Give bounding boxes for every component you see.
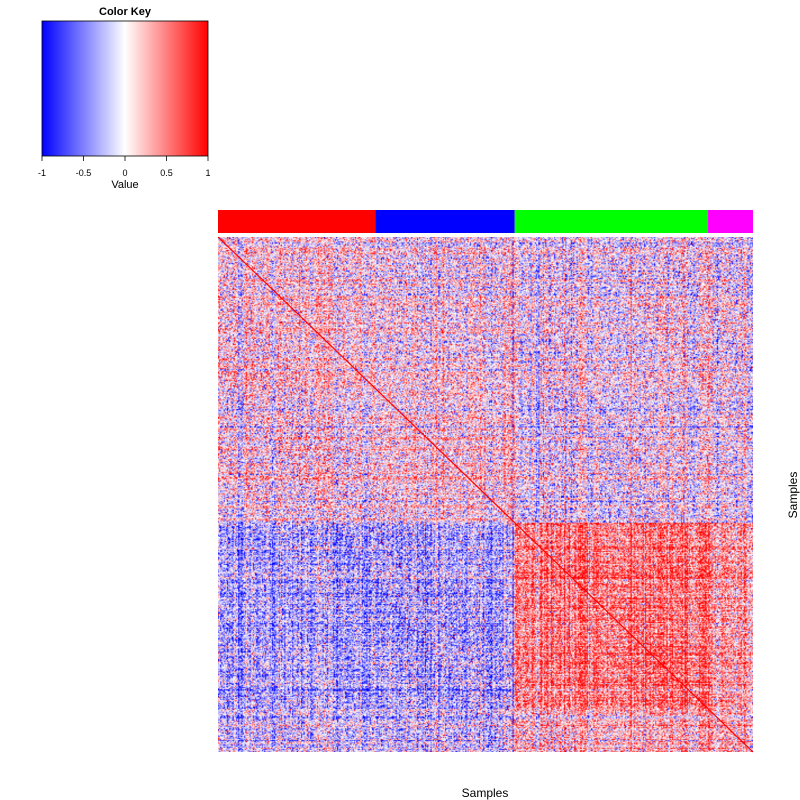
color-key-tick-label: 0.5: [160, 168, 173, 178]
column-side-colors: [218, 210, 753, 233]
color-key-title: Color Key: [99, 6, 152, 18]
heatmap-diagonal: [217, 236, 754, 753]
y-axis-label: Samples: [786, 472, 800, 519]
side-color-group-1: [218, 210, 376, 233]
color-key-tick-label: -1: [38, 168, 46, 178]
color-key-tick-label: -0.5: [76, 168, 92, 178]
color-key-gradient: [41, 20, 209, 157]
color-key-ticks: -1 -0.5 0 0.5 1: [38, 156, 211, 178]
side-color-group-3: [514, 210, 709, 233]
color-key-tick-label: 1: [205, 168, 210, 178]
x-axis-label: Samples: [462, 786, 509, 800]
color-key-axis-label: Value: [111, 179, 138, 191]
color-key-tick-label: 0: [122, 168, 127, 178]
side-color-group-2: [375, 210, 515, 233]
heatmap-body: [217, 236, 754, 753]
side-color-group-4: [708, 210, 753, 233]
color-key: Color Key -1 -0.5 0 0.5 1 Value: [38, 6, 211, 191]
